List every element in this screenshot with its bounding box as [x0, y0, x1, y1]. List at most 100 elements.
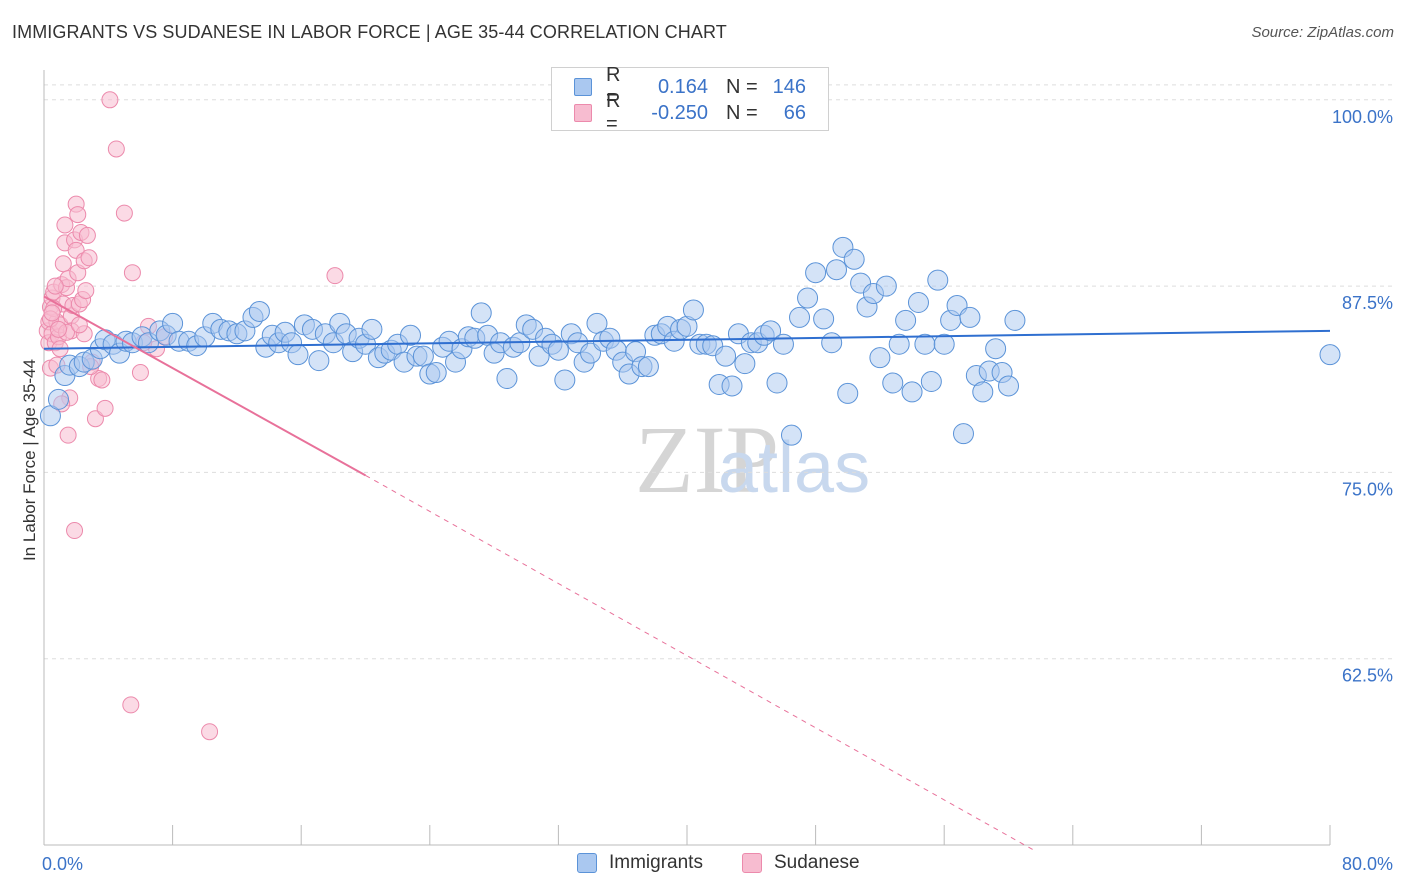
immigrants-point: [920, 370, 942, 392]
legend-n-value: 146: [772, 75, 806, 98]
immigrants-point: [952, 423, 974, 445]
sudanese-point: [56, 216, 74, 234]
sudanese-point: [66, 522, 84, 540]
immigrants-point: [308, 350, 330, 372]
x-tick-label: 0.0%: [42, 854, 83, 874]
immigrants-point: [780, 424, 802, 446]
sudanese-point: [54, 255, 72, 273]
immigrants-point: [721, 375, 743, 397]
immigrants-point: [998, 375, 1019, 397]
sudanese-point: [59, 426, 77, 444]
sudanese-trend-line: [43, 295, 366, 477]
sudanese-point: [107, 140, 125, 158]
immigrants-point: [682, 299, 704, 321]
immigrants-legend-swatch: [577, 853, 597, 873]
immigrants-point: [875, 275, 897, 297]
legend-r-value: 0.164: [657, 75, 708, 98]
legend-n-value: 66: [783, 101, 806, 124]
immigrants-point: [825, 259, 847, 281]
immigrants-point: [361, 318, 383, 340]
sudanese-points: [38, 91, 344, 741]
immigrants-point: [760, 320, 782, 342]
immigrants-point: [554, 369, 576, 391]
sudanese-point: [101, 91, 119, 109]
legend-n-label: N =: [726, 101, 758, 124]
sudanese-point: [78, 226, 96, 244]
sudanese-point: [49, 320, 67, 338]
immigrants-point: [425, 362, 447, 384]
axes: [43, 70, 1331, 846]
immigrants-point: [901, 381, 923, 403]
immigrants-point: [797, 287, 819, 309]
sudanese-point: [115, 204, 133, 222]
watermark-zip: ZIP: [635, 406, 779, 513]
immigrants-point: [47, 388, 69, 410]
sudanese-swatch: [574, 104, 592, 122]
immigrants-point: [637, 356, 659, 378]
y-tick-label: 75.0%: [1342, 479, 1393, 499]
immigrants-point: [400, 324, 422, 346]
immigrants-point: [496, 368, 518, 390]
sudanese-point: [86, 410, 104, 428]
immigrants-point: [972, 381, 994, 403]
legend-item-sudanese: Sudanese: [742, 852, 860, 874]
sudanese-point: [122, 696, 140, 714]
immigrants-point: [766, 372, 788, 394]
sudanese-trend-extension: [365, 474, 1033, 850]
immigrants-point: [734, 353, 756, 375]
y-tick-label: 100.0%: [1332, 107, 1393, 127]
immigrants-points: [39, 236, 1341, 446]
x-tick-label: 80.0%: [1342, 854, 1393, 874]
y-tick-label: 87.5%: [1342, 293, 1393, 313]
trend-lines: [43, 295, 1331, 850]
chart-title: IMMIGRANTS VS SUDANESE IN LABOR FORCE | …: [12, 22, 727, 42]
immigrants-point: [547, 339, 569, 361]
legend-n-label: N =: [726, 75, 758, 98]
immigrants-trend-line: [43, 329, 1331, 350]
immigrants-point: [813, 308, 835, 330]
immigrants-point: [412, 345, 434, 367]
immigrants-point: [933, 333, 955, 355]
legend-item-immigrants: Immigrants: [577, 852, 703, 874]
immigrants-point: [772, 333, 794, 355]
sudanese-point: [131, 364, 149, 382]
immigrants-point: [1004, 309, 1026, 331]
gridlines: [44, 84, 1395, 660]
immigrants-point: [895, 309, 917, 331]
legend-row-immigrants: R = 0.164 N = 146: [574, 64, 806, 109]
immigrants-point: [287, 344, 309, 366]
immigrants-point: [1319, 344, 1341, 366]
sudanese-point: [201, 723, 219, 741]
sudanese-point: [93, 371, 111, 389]
immigrants-point: [882, 372, 904, 394]
tick-labels: 62.5% 75.0% 87.5% 100.0% 0.0% 80.0%: [42, 107, 1393, 874]
immigrants-legend-label: Immigrants: [609, 852, 703, 873]
sudanese-point: [123, 264, 141, 282]
immigrants-point: [715, 345, 737, 367]
immigrants-point: [888, 333, 910, 355]
sudanese-point: [77, 282, 95, 300]
immigrants-point: [985, 338, 1007, 360]
immigrants-point: [470, 302, 492, 324]
legend-row-sudanese: R = -0.250 N = 66: [574, 90, 806, 135]
legend-r-label: R =: [606, 64, 621, 109]
immigrants-point: [927, 269, 949, 291]
immigrants-point: [162, 312, 184, 334]
sudanese-legend-label: Sudanese: [774, 852, 860, 873]
sudanese-legend-swatch: [742, 853, 762, 873]
immigrants-point: [805, 262, 827, 284]
immigrants-point: [843, 248, 865, 270]
immigrants-swatch: [574, 78, 592, 96]
immigrants-point: [959, 306, 981, 328]
immigrants-point: [248, 300, 270, 322]
immigrants-point: [821, 332, 843, 354]
immigrants-point: [837, 382, 859, 404]
immigrants-point: [869, 347, 891, 369]
legend-r-value: -0.250: [651, 101, 708, 124]
sudanese-point: [326, 267, 344, 285]
source-attribution: Source: ZipAtlas.com: [1251, 24, 1394, 41]
y-tick-label: 62.5%: [1342, 666, 1393, 686]
immigrants-point: [907, 292, 929, 313]
sudanese-point: [43, 304, 61, 322]
